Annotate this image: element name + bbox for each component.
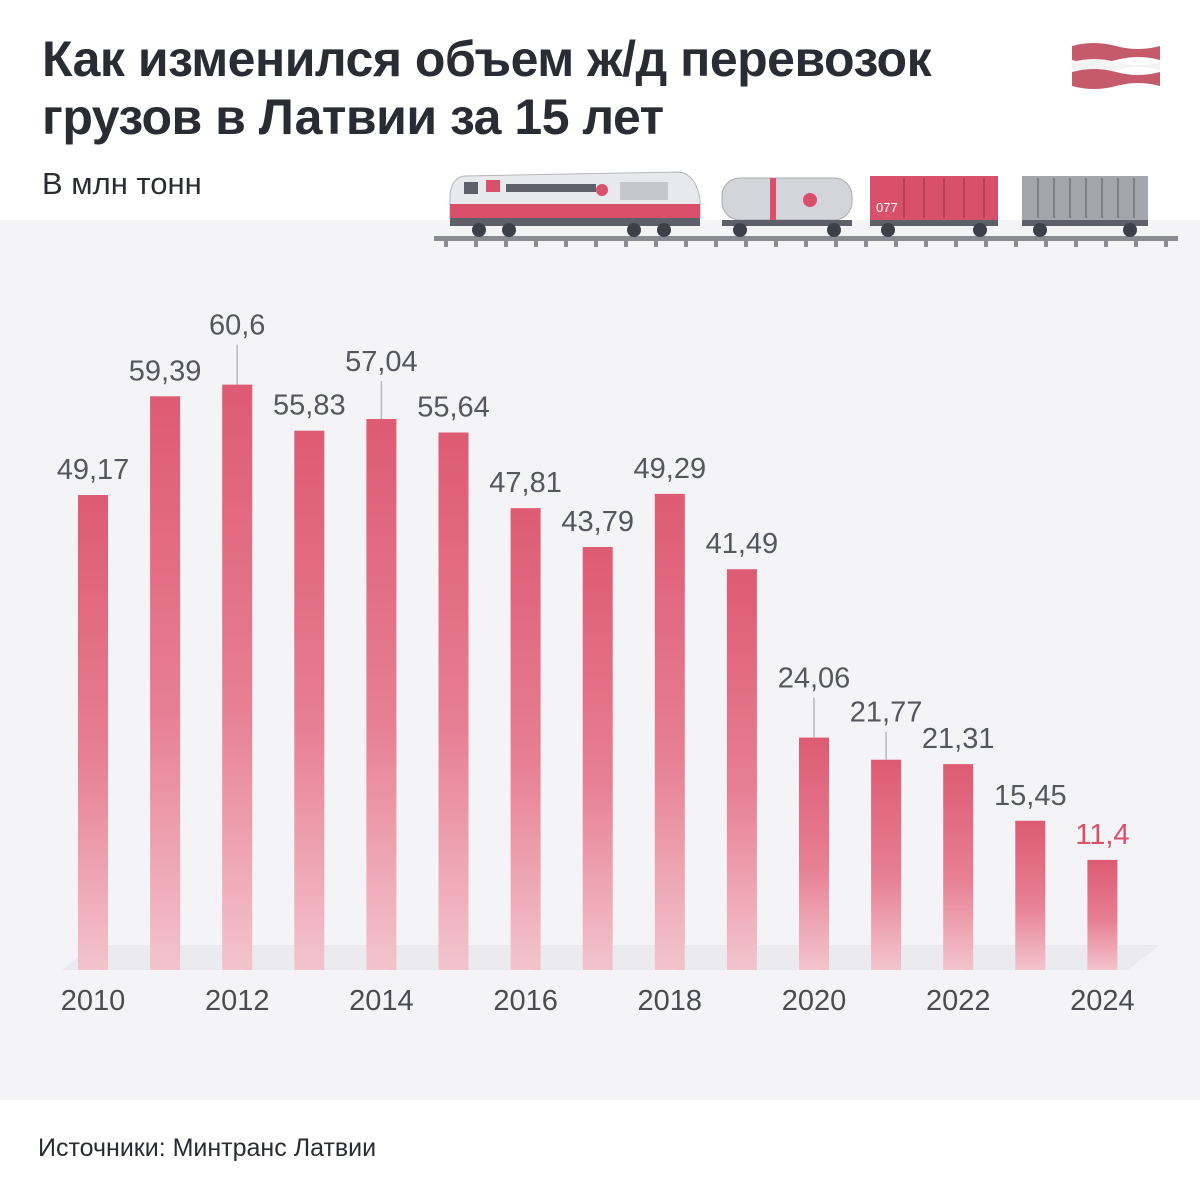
bar-2020 bbox=[799, 737, 829, 970]
x-tick-2010: 2010 bbox=[61, 985, 126, 1017]
page-title: Как изменился объем ж/д перевозок грузов… bbox=[42, 30, 1052, 146]
container-wagon-grey bbox=[1022, 176, 1148, 237]
chart-subtitle: В млн тонн bbox=[42, 166, 202, 201]
bar-2014 bbox=[366, 418, 397, 970]
bar-2012 bbox=[222, 384, 253, 970]
bar-2022 bbox=[943, 764, 974, 970]
bar-2023 bbox=[1015, 820, 1046, 970]
x-tick-2022: 2022 bbox=[926, 985, 991, 1017]
tank-wagon bbox=[721, 177, 853, 237]
locomotive bbox=[449, 171, 701, 237]
value-label-2020: 24,06 bbox=[778, 663, 851, 695]
bar-2016 bbox=[510, 508, 541, 970]
value-label-2023: 15,45 bbox=[994, 780, 1067, 812]
value-label-2019: 41,49 bbox=[706, 528, 779, 560]
x-tick-2014: 2014 bbox=[349, 985, 414, 1017]
x-tick-2016: 2016 bbox=[493, 985, 558, 1017]
x-tick-2018: 2018 bbox=[638, 985, 703, 1017]
bar-2017 bbox=[582, 546, 613, 970]
x-tick-2020: 2020 bbox=[782, 985, 847, 1017]
wagon-number: 077 bbox=[876, 200, 898, 215]
container-wagon-red: 077 bbox=[870, 176, 998, 237]
bar-2021 bbox=[871, 759, 902, 970]
bar-2013 bbox=[294, 430, 325, 970]
x-tick-2024: 2024 bbox=[1070, 985, 1135, 1017]
bar-chart: 49,1759,3960,655,8357,0455,6447,8143,794… bbox=[56, 309, 1135, 1017]
value-label-2010: 49,17 bbox=[57, 454, 130, 486]
value-label-2017: 43,79 bbox=[561, 506, 634, 538]
bar-2015 bbox=[438, 432, 469, 971]
value-label-2024: 11,4 bbox=[1075, 819, 1129, 851]
title-line-1: Как изменился объем ж/д перевозок bbox=[42, 31, 932, 87]
value-label-2018: 49,29 bbox=[634, 453, 707, 485]
value-label-2016: 47,81 bbox=[489, 467, 562, 499]
value-label-2014: 57,04 bbox=[345, 346, 418, 378]
bar-2018 bbox=[654, 493, 685, 970]
source-note: Источники: Минтранс Латвии bbox=[38, 1134, 377, 1162]
value-label-2021: 21,77 bbox=[850, 697, 923, 729]
value-label-2015: 55,64 bbox=[417, 392, 490, 424]
value-label-2011: 59,39 bbox=[129, 355, 202, 387]
title-line-2: грузов в Латвии за 15 лет bbox=[42, 89, 664, 145]
bar-2019 bbox=[726, 569, 757, 970]
value-label-2012: 60,6 bbox=[209, 310, 265, 342]
train-illustration: 077 bbox=[434, 171, 1178, 247]
bar-2010 bbox=[78, 495, 108, 970]
bar-2024 bbox=[1087, 859, 1118, 970]
bar-2011 bbox=[150, 396, 181, 970]
value-label-2022: 21,31 bbox=[922, 723, 995, 755]
x-tick-2012: 2012 bbox=[205, 985, 270, 1017]
value-label-2013: 55,83 bbox=[273, 390, 346, 422]
latvia-flag-icon bbox=[1072, 43, 1160, 89]
